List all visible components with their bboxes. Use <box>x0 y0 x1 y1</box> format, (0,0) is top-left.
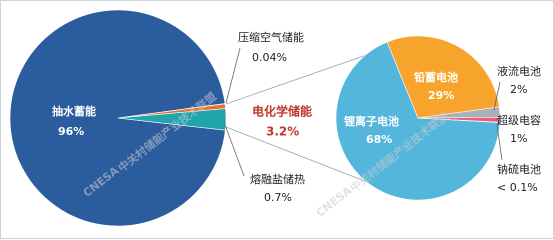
pie-slice <box>117 108 227 131</box>
leader-line <box>223 121 245 177</box>
value-label: 1% <box>510 132 527 145</box>
category-label: 熔融盐储热 <box>250 172 305 186</box>
value-label: 2% <box>510 83 527 96</box>
value-label: 0.04% <box>252 51 287 64</box>
value-label: < 0.1% <box>497 181 538 194</box>
value-label: 68% <box>366 133 392 146</box>
value-label: 3.2% <box>266 125 299 139</box>
pie-slice <box>9 9 226 227</box>
leader-line <box>496 124 503 161</box>
category-label: 抽水蓄能 <box>52 104 96 118</box>
category-label: 钠硫电池 <box>497 162 541 176</box>
category-label: 超级电容 <box>497 113 541 127</box>
category-label: 液流电池 <box>497 64 541 78</box>
value-label: 0.7% <box>264 191 292 204</box>
leader-line <box>225 47 241 104</box>
value-label: 96% <box>58 125 84 138</box>
pie-slice <box>417 117 501 123</box>
category-label: 压缩空气储能 <box>238 30 304 44</box>
leader-line <box>495 117 501 121</box>
category-label: 电化学储能 <box>252 104 312 119</box>
pie-slice <box>386 35 500 119</box>
leader-line <box>493 81 501 111</box>
value-label: 29% <box>428 89 454 102</box>
category-label: 铅蓄电池 <box>414 70 458 84</box>
category-label: 锂离子电池 <box>344 114 399 128</box>
pie-slice <box>335 41 501 201</box>
